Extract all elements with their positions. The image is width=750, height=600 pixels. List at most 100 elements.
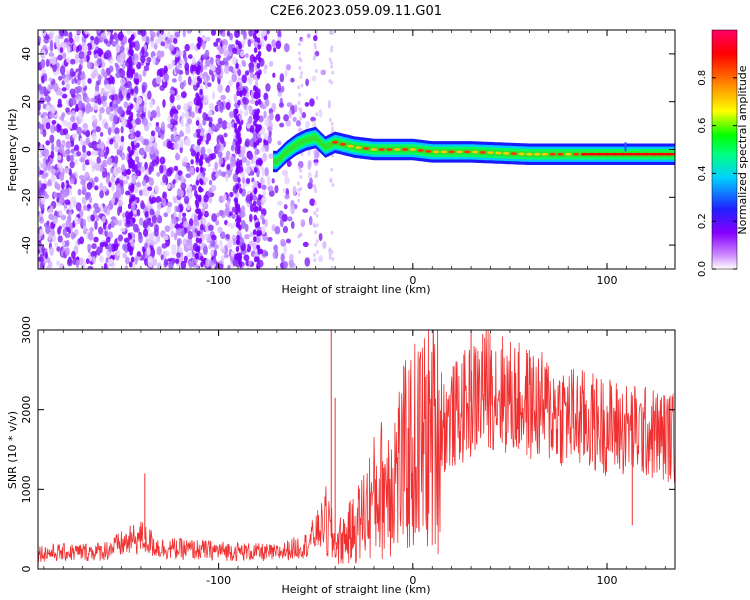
spectrogram-cell (160, 41, 166, 47)
spectrogram-streak (257, 56, 262, 63)
spectrogram-cell (138, 233, 143, 244)
spectrogram-cell (50, 56, 57, 66)
spectrogram-cell (202, 53, 208, 60)
spectrogram-faint (316, 249, 319, 254)
spectrogram-cell (176, 252, 181, 259)
spectrogram-cell (318, 254, 324, 263)
spectrogram-cell (308, 215, 313, 226)
spectrogram-cell (38, 216, 44, 224)
heatmap-marks (38, 30, 675, 269)
spectrogram-cell (59, 263, 65, 269)
spectrogram-cell (99, 255, 104, 263)
spectrogram-streak (253, 206, 257, 213)
spectrogram-streak (195, 237, 200, 244)
spectrogram-cell (320, 69, 327, 76)
spectrogram-cell (72, 43, 77, 53)
spectrogram-cell (66, 45, 71, 54)
spectrogram-peak (479, 150, 486, 154)
spectrogram-cell (233, 93, 238, 103)
spectrogram-cell (70, 115, 76, 123)
spectrogram-faint (331, 182, 335, 187)
spectrogram-cell (245, 53, 249, 58)
spectrogram-cell (155, 125, 160, 133)
spectrogram-cell (107, 223, 112, 230)
spectrogram-cell (62, 120, 69, 127)
spectrogram-cell (178, 212, 182, 222)
spectrogram-faint (331, 70, 335, 75)
spectrogram-cell (147, 259, 153, 268)
spectrogram-cell (181, 228, 185, 238)
spectrogram-faint (331, 257, 335, 262)
spectrogram-cell (301, 111, 307, 119)
spectrogram-cell (147, 109, 151, 119)
spectrogram-cell (38, 179, 42, 188)
spectrogram-cell (302, 208, 309, 213)
spectrogram-cell (44, 35, 50, 41)
spectrogram-streak (258, 124, 262, 131)
spectrogram-cell (284, 176, 290, 185)
spectrogram-cell (103, 38, 109, 44)
spectrogram-cell (257, 132, 262, 139)
spectrogram-cell (228, 79, 233, 87)
x-tick-label: -100 (206, 274, 231, 287)
spectrogram-streak (130, 187, 134, 194)
spectrogram-cell (134, 72, 139, 78)
spectrogram-cell (46, 265, 51, 269)
spectrogram-cell (176, 238, 181, 248)
spectrogram-cell (309, 198, 316, 206)
spectrogram-cell (78, 174, 85, 180)
spectrogram-peak (502, 151, 510, 155)
spectrogram-faint (297, 192, 301, 197)
spectrogram-cell (179, 247, 183, 254)
spectrogram-cell (166, 167, 173, 177)
spectrogram-streak (256, 62, 261, 69)
spectrogram-cell (90, 251, 96, 257)
spectrogram-cell (115, 190, 122, 199)
spectrogram-cell (67, 210, 73, 216)
spectrogram-cell (132, 209, 137, 215)
spectrogram-cell (171, 216, 177, 225)
spectrogram-cell (136, 208, 141, 217)
spectrogram-cell (154, 237, 159, 245)
spectrogram-faint (298, 249, 301, 254)
spectrogram-cell (152, 55, 156, 65)
spectrogram-streak (236, 90, 240, 97)
spectrogram-cell (218, 169, 222, 176)
spectrogram-cell (264, 98, 270, 107)
spectrogram-cell (288, 109, 292, 119)
spectrogram-cell (179, 59, 185, 65)
spectrogram-cell (69, 67, 74, 78)
spectrogram-cell (186, 252, 193, 258)
spectrogram-cell (56, 124, 62, 131)
spectrogram-cell (53, 82, 59, 93)
spectrogram-faint (298, 51, 301, 56)
spectrogram-streak (256, 245, 261, 252)
spectrogram-cell (61, 87, 67, 92)
spectrogram-cell (109, 138, 114, 145)
spectrogram-cell (80, 72, 86, 81)
spectrogram-streak (198, 237, 202, 244)
spectrogram-cell (140, 165, 146, 173)
spectrogram-cell (187, 185, 193, 191)
colorbar-tick-label: 0.4 (697, 165, 708, 181)
spectrogram-cell (86, 150, 92, 157)
spectrogram-cell (243, 98, 250, 105)
spectrogram-faint (314, 189, 318, 194)
spectrogram-cell (120, 135, 125, 143)
spectrogram-faint (297, 85, 301, 90)
spectrogram-cell (163, 73, 170, 82)
spectrogram-cell (267, 236, 273, 242)
spectrogram-faint (329, 177, 333, 182)
spectrogram-cell (107, 204, 112, 210)
spectrogram-cell (163, 235, 169, 241)
spectrogram-cell (215, 142, 221, 152)
spectrogram-cell (322, 241, 327, 250)
spectrogram-cell (213, 41, 219, 47)
spectrogram-cell (184, 111, 190, 120)
spectrogram-streak (255, 112, 259, 119)
spectrogram-cell (114, 218, 119, 226)
spectrogram-cell (150, 145, 155, 154)
spectrogram-cell (98, 111, 102, 122)
spectrogram-cell (190, 111, 195, 119)
spectrogram-cell (99, 163, 104, 173)
